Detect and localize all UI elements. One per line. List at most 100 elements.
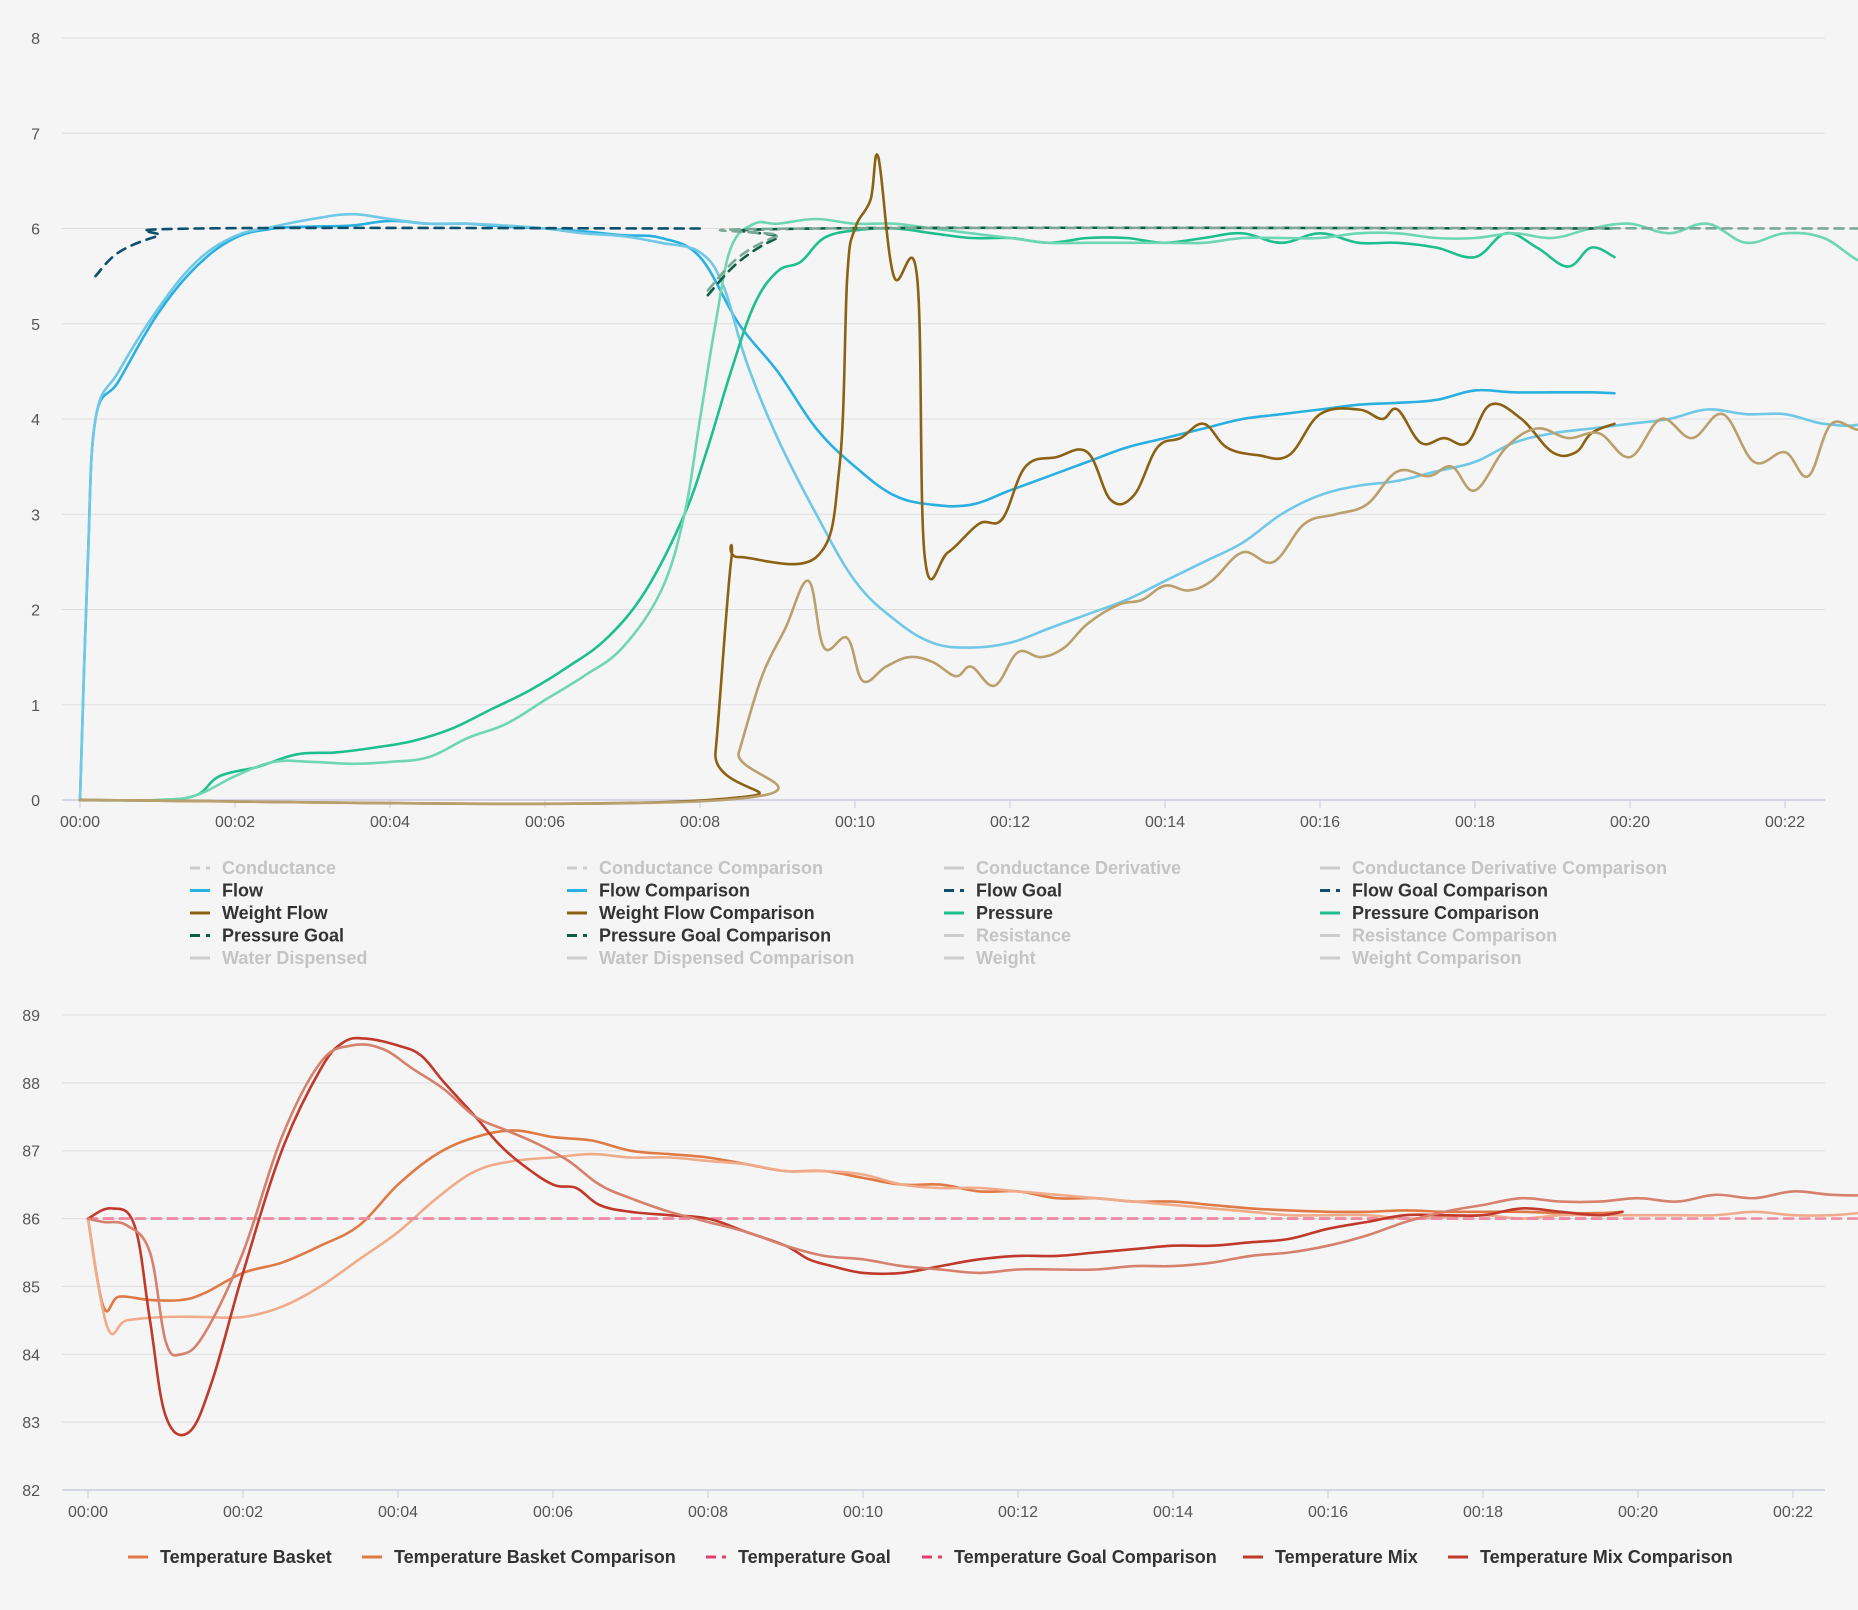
- x-tick-label: 00:04: [378, 1504, 418, 1521]
- legend: Conductance Conductance Comparison Conduct…: [190, 858, 1667, 968]
- legend-label: Weight Comparison: [1352, 948, 1522, 968]
- legend-item-flow-goal-comparison[interactable]: Flow Goal Comparison: [1320, 881, 1548, 901]
- flow-pressure-chart: 0 1 2 3 4 5 6 7 8 00:00 00:02 00:04 00:06 00:08 00:10 0…: [31, 31, 1858, 968]
- legend-label: Temperature Basket Comparison: [394, 1547, 676, 1567]
- x-tick-label: 00:22: [1765, 814, 1805, 831]
- legend-item-temperature-goal[interactable]: Temperature Goal: [706, 1547, 891, 1567]
- temperature-chart: 82 83 84 85 86 87 88 89 00:00 00:02 00:04 00:06 00:0…: [22, 1008, 1858, 1567]
- legend-label: Water Dispensed Comparison: [599, 948, 854, 968]
- series-line-temperature-basket[interactable]: [86, 1129, 1624, 1313]
- series-line-flow-comparison[interactable]: [78, 212, 1858, 802]
- legend-item-temperature-basket[interactable]: Temperature Basket: [128, 1547, 332, 1567]
- x-tick-label: 00:10: [843, 1504, 883, 1521]
- series-line-pressure-goal-comparison[interactable]: [706, 226, 1858, 292]
- legend-item-water-dispensed[interactable]: Water Dispensed: [190, 948, 367, 968]
- y-tick-label: 83: [22, 1415, 40, 1432]
- legend-item-weight-flow[interactable]: Weight Flow: [190, 903, 329, 923]
- series-line-weight-flow[interactable]: [78, 153, 1616, 806]
- x-tick-label: 00:10: [835, 814, 875, 831]
- x-tick-label: 00:16: [1300, 814, 1340, 831]
- legend-label: Conductance Comparison: [599, 858, 823, 878]
- legend-label: Temperature Mix Comparison: [1480, 1547, 1733, 1567]
- legend-item-conductance-derivative-comparison[interactable]: Conductance Derivative Comparison: [1320, 858, 1667, 878]
- legend-item-temperature-goal-comparison[interactable]: Temperature Goal Comparison: [922, 1547, 1217, 1567]
- x-tick-label: 00:06: [533, 1504, 573, 1521]
- x-tick-label: 00:22: [1773, 1504, 1813, 1521]
- x-tick-label: 00:20: [1618, 1504, 1658, 1521]
- x-tick-label: 00:08: [680, 814, 720, 831]
- legend-item-pressure-goal[interactable]: Pressure Goal: [190, 926, 344, 946]
- x-tick-label: 00:12: [998, 1504, 1038, 1521]
- series-line-temperature-mix-comparison[interactable]: [86, 1043, 1858, 1357]
- y-tick-label: 87: [22, 1144, 40, 1161]
- y-tick-label: 85: [22, 1279, 40, 1296]
- x-tick-label: 00:16: [1308, 1504, 1348, 1521]
- series-line-weight-flow-comparison[interactable]: [78, 390, 1858, 806]
- legend-item-water-dispensed-comparison[interactable]: Water Dispensed Comparison: [567, 948, 854, 968]
- y-tick-label: 86: [22, 1212, 40, 1229]
- x-tick-label: 00:00: [68, 1504, 108, 1521]
- legend-label: Conductance Derivative Comparison: [1352, 858, 1667, 878]
- legend-label: Pressure: [976, 903, 1053, 923]
- x-tick-label: 00:00: [60, 814, 100, 831]
- legend-item-resistance[interactable]: Resistance: [944, 926, 1071, 946]
- legend-item-pressure[interactable]: Pressure: [944, 903, 1053, 923]
- legend-item-temperature-mix[interactable]: Temperature Mix: [1243, 1547, 1418, 1567]
- legend-item-temperature-mix-comparison[interactable]: Temperature Mix Comparison: [1448, 1547, 1733, 1567]
- legend-item-flow[interactable]: Flow: [190, 881, 264, 901]
- x-tick-label: 00:02: [215, 814, 255, 831]
- legend-item-flow-comparison[interactable]: Flow Comparison: [567, 881, 750, 901]
- series-line-flow-goal[interactable]: [94, 226, 702, 278]
- y-tick-label: 84: [22, 1347, 40, 1364]
- legend-label: Flow Goal: [976, 881, 1062, 901]
- series-line-temperature-mix[interactable]: [86, 1036, 1624, 1437]
- legend-label: Flow Comparison: [599, 881, 750, 901]
- y-tick-label: 0: [31, 793, 40, 810]
- legend-label: Resistance Comparison: [1352, 926, 1557, 946]
- x-tick-label: 00:14: [1153, 1504, 1193, 1521]
- legend-label: Temperature Goal Comparison: [954, 1547, 1217, 1567]
- series-line-flow[interactable]: [78, 219, 1616, 802]
- y-tick-label: 1: [31, 698, 40, 715]
- x-tick-label: 00:12: [990, 814, 1030, 831]
- legend-item-weight-comparison[interactable]: Weight Comparison: [1320, 948, 1522, 968]
- legend-item-resistance-comparison[interactable]: Resistance Comparison: [1320, 926, 1557, 946]
- y-tick-label: 3: [31, 507, 40, 524]
- legend-label: Pressure Goal Comparison: [599, 926, 831, 946]
- x-tick-label: 00:18: [1463, 1504, 1503, 1521]
- legend-label: Flow: [222, 881, 264, 901]
- y-tick-label: 5: [31, 317, 40, 334]
- legend-label: Temperature Basket: [160, 1547, 332, 1567]
- legend-item-weight-flow-comparison[interactable]: Weight Flow Comparison: [567, 903, 815, 923]
- legend-label: Weight Flow Comparison: [599, 903, 815, 923]
- x-tick-label: 00:02: [223, 1504, 263, 1521]
- series-line-pressure-comparison[interactable]: [78, 217, 1858, 802]
- legend-item-pressure-goal-comparison[interactable]: Pressure Goal Comparison: [567, 926, 831, 946]
- legend-item-conductance-comparison[interactable]: Conductance Comparison: [567, 858, 823, 878]
- y-tick-label: 8: [31, 31, 40, 48]
- series-line-pressure[interactable]: [78, 227, 1616, 802]
- series-group: [86, 1036, 1858, 1437]
- y-tick-label: 6: [31, 222, 40, 239]
- y-tick-label: 2: [31, 603, 40, 620]
- legend-item-pressure-comparison[interactable]: Pressure Comparison: [1320, 903, 1539, 923]
- legend-label: Weight: [976, 948, 1036, 968]
- y-tick-label: 7: [31, 126, 40, 143]
- legend-label: Temperature Goal: [738, 1547, 891, 1567]
- series-line-temperature-basket-comparison[interactable]: [86, 1152, 1858, 1336]
- legend-item-temperature-basket-comparison[interactable]: Temperature Basket Comparison: [362, 1547, 676, 1567]
- legend-label: Conductance: [222, 858, 336, 878]
- legend-item-conductance-derivative[interactable]: Conductance Derivative: [944, 858, 1181, 878]
- legend-label: Resistance: [976, 926, 1071, 946]
- x-tick-label: 00:20: [1610, 814, 1650, 831]
- legend-label: Weight Flow: [222, 903, 329, 923]
- legend-item-conductance[interactable]: Conductance: [190, 858, 336, 878]
- legend-label: Temperature Mix: [1275, 1547, 1418, 1567]
- x-tick-label: 00:04: [370, 814, 410, 831]
- y-tick-label: 82: [22, 1483, 40, 1500]
- legend-item-weight[interactable]: Weight: [944, 948, 1036, 968]
- legend-label: Water Dispensed: [222, 948, 367, 968]
- legend-item-flow-goal[interactable]: Flow Goal: [944, 881, 1062, 901]
- x-tick-label: 00:18: [1455, 814, 1495, 831]
